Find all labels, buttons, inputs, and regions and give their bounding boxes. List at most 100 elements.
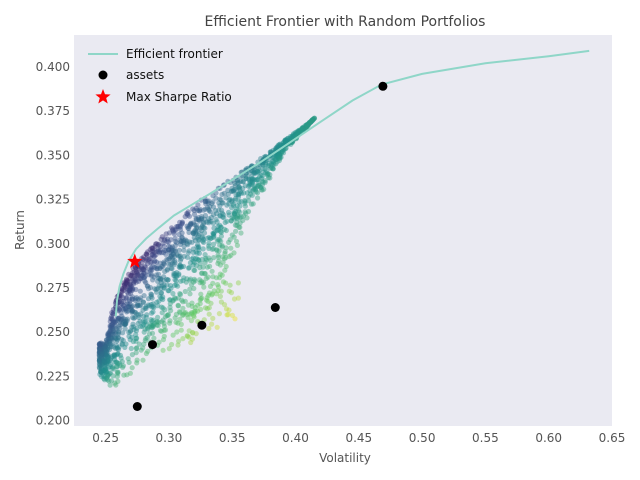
random-portfolio-point bbox=[181, 263, 187, 270]
random-portfolio-point bbox=[216, 227, 222, 233]
random-portfolio-point bbox=[173, 311, 179, 317]
random-portfolio-point bbox=[100, 358, 106, 364]
random-portfolio-point bbox=[149, 267, 155, 273]
random-portfolio-point bbox=[169, 341, 175, 348]
random-portfolio-point bbox=[301, 125, 307, 131]
random-portfolio-point bbox=[294, 131, 300, 137]
random-portfolio-point bbox=[129, 308, 136, 314]
random-portfolio-point bbox=[217, 271, 223, 277]
random-portfolio-point bbox=[172, 295, 178, 301]
random-portfolio-point bbox=[181, 253, 187, 259]
random-portfolio-point bbox=[182, 298, 188, 304]
random-portfolio-point bbox=[181, 310, 187, 316]
random-portfolio-point bbox=[177, 257, 183, 264]
random-portfolio-point bbox=[120, 307, 127, 313]
random-portfolio-point bbox=[296, 130, 302, 136]
random-portfolio-point bbox=[99, 351, 105, 357]
random-portfolio-point bbox=[226, 253, 232, 260]
random-portfolio-point bbox=[244, 190, 250, 196]
random-portfolio-point bbox=[199, 280, 205, 286]
random-portfolio-point bbox=[291, 132, 298, 138]
random-portfolio-point bbox=[230, 188, 236, 194]
random-portfolio-point bbox=[265, 171, 271, 177]
random-portfolio-point bbox=[115, 351, 121, 357]
random-portfolio-point bbox=[160, 264, 166, 270]
random-portfolio-point bbox=[97, 350, 103, 356]
random-portfolio-point bbox=[107, 382, 113, 388]
random-portfolio-point bbox=[201, 207, 207, 213]
random-portfolio-point bbox=[104, 358, 111, 364]
random-portfolio-point bbox=[194, 244, 200, 250]
random-portfolio-point bbox=[104, 353, 110, 360]
random-portfolio-point bbox=[175, 342, 181, 348]
random-portfolio-point bbox=[252, 171, 258, 177]
random-portfolio-point bbox=[189, 336, 195, 342]
random-portfolio-point bbox=[199, 256, 205, 262]
random-portfolio-point bbox=[139, 272, 145, 278]
efficient-frontier-line bbox=[114, 49, 590, 317]
random-portfolio-point bbox=[146, 303, 153, 309]
random-portfolio-point bbox=[210, 274, 216, 280]
random-portfolio-point bbox=[185, 209, 191, 215]
random-portfolio-point bbox=[201, 221, 207, 227]
random-portfolio-point bbox=[108, 355, 114, 361]
random-portfolio-point bbox=[167, 254, 173, 260]
random-portfolio-point bbox=[102, 346, 108, 353]
random-portfolio-point bbox=[175, 303, 181, 309]
random-portfolio-point bbox=[113, 328, 119, 334]
random-portfolio-point bbox=[128, 272, 134, 279]
random-portfolio-point bbox=[124, 309, 130, 315]
random-portfolio-point bbox=[229, 199, 235, 205]
random-portfolio-point bbox=[189, 300, 195, 306]
random-portfolio-point bbox=[121, 282, 127, 288]
random-portfolio-point bbox=[102, 351, 108, 357]
random-portfolio-point bbox=[216, 200, 222, 206]
random-portfolio-point bbox=[145, 283, 151, 289]
random-portfolio-point bbox=[191, 207, 197, 214]
random-portfolio-point bbox=[119, 286, 125, 292]
random-portfolio-point bbox=[219, 210, 225, 216]
random-portfolio-point bbox=[116, 307, 122, 313]
chart-title: Efficient Frontier with Random Portfolio… bbox=[205, 14, 486, 30]
random-portfolio-point bbox=[112, 319, 118, 325]
random-portfolio-point bbox=[123, 281, 129, 287]
random-portfolio-point bbox=[110, 306, 116, 313]
random-portfolio-point bbox=[126, 296, 132, 302]
random-portfolio-point bbox=[164, 239, 170, 245]
random-portfolio-point bbox=[133, 338, 139, 344]
random-portfolio-point bbox=[198, 291, 204, 297]
random-portfolio-point bbox=[260, 165, 266, 171]
random-portfolio-point bbox=[191, 285, 197, 292]
random-portfolio-point bbox=[119, 321, 125, 327]
random-portfolio-point bbox=[113, 382, 119, 388]
random-portfolio-point bbox=[210, 234, 217, 240]
random-portfolio-point bbox=[251, 170, 257, 176]
random-portfolio-point bbox=[191, 235, 197, 241]
random-portfolio-point bbox=[301, 126, 307, 132]
random-portfolio-point bbox=[310, 116, 316, 123]
random-portfolio-point bbox=[114, 338, 120, 344]
random-portfolio-point bbox=[210, 220, 216, 226]
random-portfolio-point bbox=[157, 277, 164, 283]
random-portfolio-point bbox=[209, 246, 215, 252]
random-portfolio-point bbox=[301, 124, 307, 130]
random-portfolio-point bbox=[133, 295, 140, 301]
random-portfolio-point bbox=[200, 236, 207, 243]
random-portfolio-point bbox=[233, 206, 239, 212]
random-portfolio-point bbox=[203, 255, 209, 261]
random-portfolio-point bbox=[263, 170, 269, 176]
random-portfolio-point bbox=[153, 272, 160, 278]
random-portfolio-point bbox=[98, 369, 104, 375]
random-portfolio-point bbox=[151, 321, 157, 327]
random-portfolio-point bbox=[190, 255, 196, 261]
random-portfolio-point bbox=[191, 211, 198, 217]
random-portfolio-point bbox=[127, 281, 133, 288]
random-portfolio-point bbox=[158, 236, 164, 242]
random-portfolio-point bbox=[186, 225, 192, 232]
random-portfolio-point bbox=[179, 235, 185, 241]
random-portfolio-point bbox=[199, 224, 205, 230]
random-portfolio-point bbox=[205, 274, 211, 280]
random-portfolio-point bbox=[292, 132, 298, 138]
random-portfolio-point bbox=[197, 218, 203, 224]
random-portfolio-point bbox=[294, 131, 300, 137]
